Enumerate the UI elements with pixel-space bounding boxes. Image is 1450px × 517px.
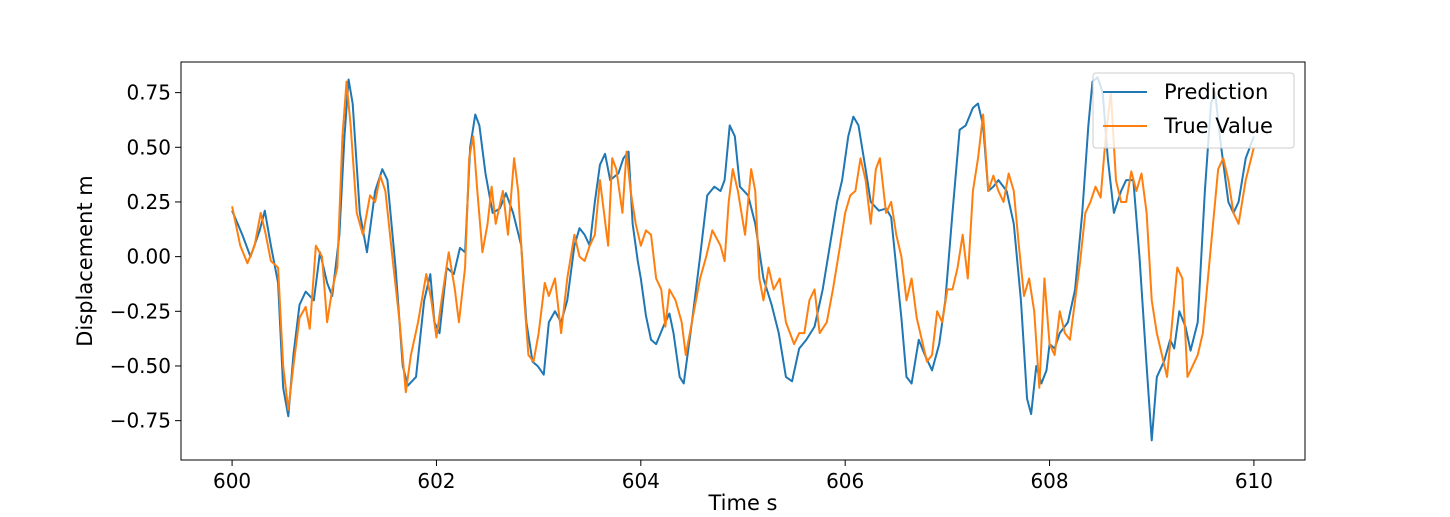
x-tick-label: 610: [1235, 469, 1273, 493]
y-tick-label: −0.50: [110, 354, 171, 378]
series-line-true-value: [231, 80, 1255, 411]
y-tick-label: 0.25: [126, 190, 171, 214]
x-tick-label: 608: [1030, 469, 1068, 493]
x-tick-label: 602: [417, 469, 455, 493]
x-axis-label: Time s: [707, 491, 777, 515]
y-axis-label: Displacement m: [73, 175, 97, 347]
x-tick-label: 600: [213, 469, 251, 493]
y-tick-label: −0.75: [110, 409, 171, 433]
y-tick-label: 0.75: [126, 81, 171, 105]
y-tick-label: 0.00: [126, 245, 171, 269]
legend: Prediction True Value: [1092, 72, 1295, 149]
series-line-prediction: [231, 76, 1255, 442]
x-tick-label: 604: [622, 469, 660, 493]
y-tick-label: −0.25: [110, 299, 171, 323]
series-layer: [231, 76, 1255, 442]
legend-label-true-value: True Value: [1163, 114, 1273, 138]
ticks-layer: 600 602 604 606 608 610 0.75 0.50 0.25 0.00 −0.25 −…: [110, 81, 1273, 493]
plot-frame: [180, 61, 1306, 461]
y-tick-label: 0.50: [126, 135, 171, 159]
legend-label-prediction: Prediction: [1164, 80, 1268, 104]
x-tick-label: 606: [826, 469, 864, 493]
